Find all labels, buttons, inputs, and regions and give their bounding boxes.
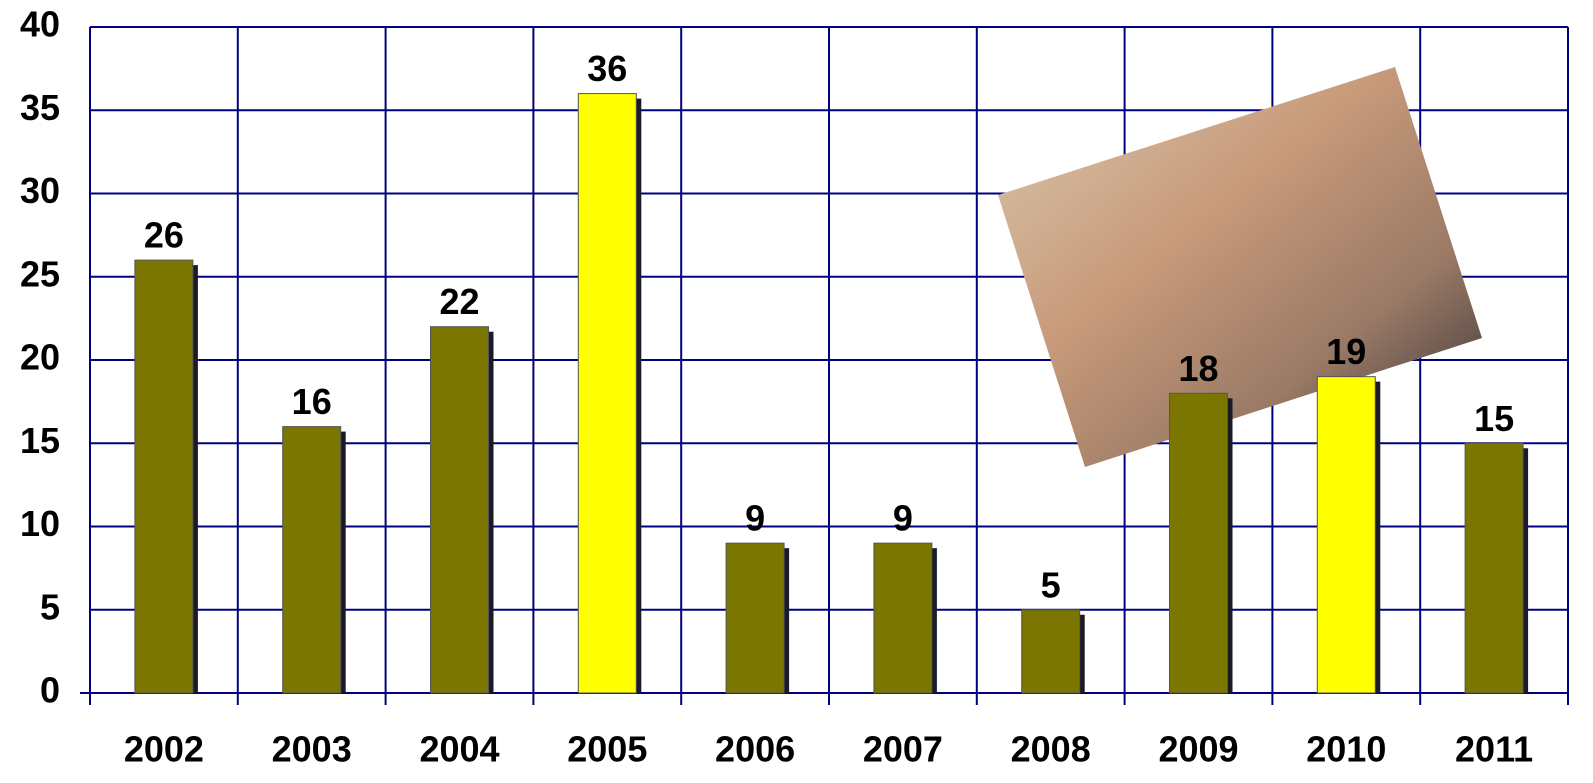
- x-tick-label: 2004: [419, 729, 499, 770]
- x-tick-label: 2002: [124, 729, 204, 770]
- value-label: 9: [745, 498, 765, 539]
- x-tick-label: 2011: [1455, 729, 1533, 770]
- value-label: 19: [1326, 331, 1366, 372]
- bar: [873, 542, 933, 694]
- value-label: 5: [1041, 564, 1061, 605]
- handshake-photo: [998, 67, 1482, 467]
- y-tick-label: 5: [40, 586, 60, 627]
- value-label: 15: [1474, 398, 1514, 439]
- bar: [282, 426, 342, 694]
- value-label: 9: [893, 498, 913, 539]
- bar: [725, 542, 785, 694]
- x-tick-label: 2009: [1158, 729, 1238, 770]
- y-tick-label: 30: [20, 170, 60, 211]
- value-label: 16: [292, 381, 332, 422]
- x-tick-label: 2008: [1011, 729, 1091, 770]
- y-tick-label: 25: [20, 253, 60, 294]
- bar: [134, 259, 194, 694]
- bar: [430, 326, 489, 694]
- y-tick-label: 40: [20, 4, 60, 45]
- bar: [1316, 376, 1376, 694]
- x-tick-label: 2003: [272, 729, 352, 770]
- bar: [1169, 392, 1228, 694]
- y-tick-label: 15: [20, 420, 60, 461]
- bar: [577, 93, 637, 694]
- y-tick-label: 10: [20, 503, 60, 544]
- x-tick-label: 2006: [715, 729, 795, 770]
- x-tick-label: 2007: [863, 729, 943, 770]
- value-label: 26: [144, 215, 184, 256]
- bars: 0 5 10 15 20 25 30 35 40 2002 26 2003 16 2004 22 2005 36…: [20, 4, 1533, 770]
- bar: [1021, 609, 1081, 694]
- y-tick-label: 20: [20, 337, 60, 378]
- value-label: 36: [587, 48, 627, 89]
- value-label: 18: [1178, 348, 1218, 389]
- value-label: 22: [439, 281, 479, 322]
- y-tick-label: 0: [40, 670, 60, 711]
- x-tick-label: 2010: [1306, 729, 1386, 770]
- bar: [1464, 442, 1524, 694]
- y-tick-label: 35: [20, 87, 60, 128]
- x-tick-label: 2005: [567, 729, 647, 770]
